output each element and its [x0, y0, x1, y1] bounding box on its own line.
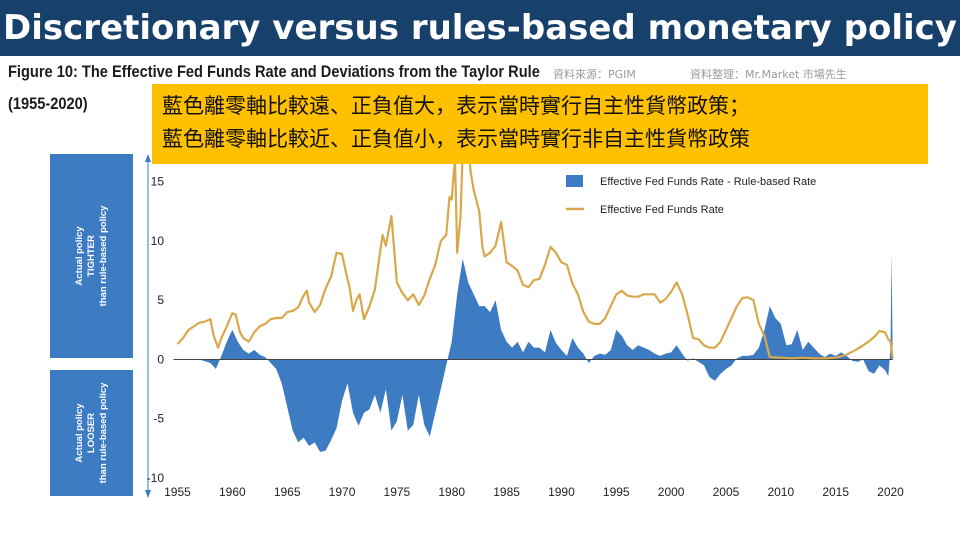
x-tick-label: 1965	[274, 485, 301, 499]
fed-funds-line	[176, 132, 894, 360]
x-tick-label: 1990	[548, 485, 575, 499]
deviation-series	[177, 252, 893, 452]
y-axis-ticks: -10 -5 0 5 10 15	[147, 175, 165, 485]
arrow-up-icon	[145, 154, 151, 162]
y-tick-label: 10	[151, 234, 165, 248]
note-line-1: 藍色離零軸比較遠、正負值大，表示當時實行自主性貨幣政策；	[162, 94, 750, 118]
banner-title: Discretionary versus rules-based monetar…	[0, 0, 960, 56]
note-line-2: 藍色離零軸比較近、正負值小，表示當時實行非自主性貨幣政策	[162, 127, 750, 151]
x-tick-label: 2020	[877, 485, 904, 499]
x-tick-label: 1970	[329, 485, 356, 499]
tighter-label-box: Actual policy TIGHTER than rule-based po…	[50, 154, 133, 358]
y-tick-label: 0	[157, 352, 164, 366]
y-tick-label: 15	[151, 175, 165, 189]
x-tick-label: 2015	[822, 485, 849, 499]
looser-label-box: Actual policy LOOSER than rule-based pol…	[50, 370, 133, 496]
x-tick-label: 2000	[658, 485, 685, 499]
x-tick-label: 1995	[603, 485, 630, 499]
note-box: 藍色離零軸比較遠、正負值大，表示當時實行自主性貨幣政策； 藍色離零軸比較近、正負…	[152, 84, 928, 164]
legend: Effective Fed Funds Rate - Rule-based Ra…	[566, 175, 816, 216]
x-axis-ticks: 1955 1960 1965 1970 1975 1980 1985 1990 1995 2000…	[164, 485, 904, 499]
figure-title: Figure 10: The Effective Fed Funds Rate …	[8, 62, 540, 81]
figure-years: (1955-2020)	[8, 94, 88, 113]
arrow-down-icon	[145, 490, 151, 498]
compiled-credit: 資料整理：Mr.Market 市場先生	[690, 68, 847, 81]
x-tick-label: 2005	[713, 485, 740, 499]
fed-funds-series	[176, 132, 894, 360]
source-credit: 資料來源：PGIM	[553, 68, 636, 81]
x-tick-label: 1980	[438, 485, 465, 499]
y-tick-label: -5	[153, 412, 164, 426]
deviation-area	[177, 252, 893, 452]
legend-label-deviation: Effective Fed Funds Rate - Rule-based Ra…	[600, 176, 816, 188]
legend-label-fed-funds: Effective Fed Funds Rate	[600, 204, 724, 216]
legend-swatch-deviation	[566, 175, 583, 187]
y-tick-label: -10	[147, 471, 165, 485]
x-tick-label: 1975	[384, 485, 411, 499]
x-tick-label: 1960	[219, 485, 246, 499]
x-tick-label: 1955	[164, 485, 191, 499]
y-tick-label: 5	[157, 293, 164, 307]
x-tick-label: 1985	[493, 485, 520, 499]
x-tick-label: 2010	[767, 485, 794, 499]
